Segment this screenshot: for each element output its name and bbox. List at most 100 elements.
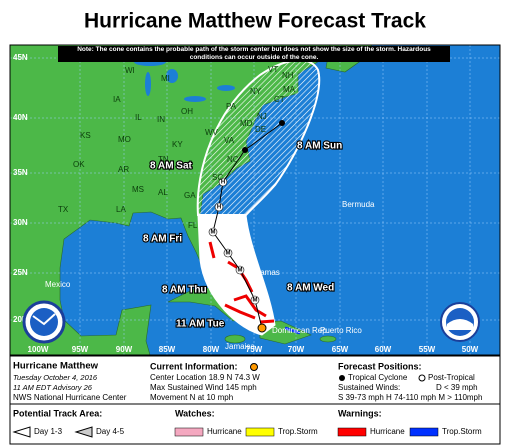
state-label: TN bbox=[158, 155, 169, 164]
current-position bbox=[257, 323, 267, 333]
track-area-heading: Potential Track Area: bbox=[13, 408, 102, 418]
forecast-label: 8 AM Fri bbox=[143, 234, 182, 245]
cone-day-4-5 bbox=[196, 59, 321, 216]
state-label: WV bbox=[205, 128, 219, 137]
forecast-heading: Forecast Positions: bbox=[338, 361, 422, 371]
place-label: Bahamas bbox=[246, 268, 280, 277]
state-label: OK bbox=[73, 160, 85, 169]
current-movement: Movement N at 10 mph bbox=[150, 393, 233, 402]
forecast-labels: 8 AM Sun 8 AM Sat 8 AM Fri 8 AM Thu 8 AM… bbox=[142, 140, 343, 331]
marker bbox=[235, 265, 245, 275]
state-labels: WI MI NY VT NH MA CT IA IL IN OH PA NJ D… bbox=[58, 65, 296, 230]
lon-label: 50W bbox=[462, 345, 479, 354]
current-icon bbox=[250, 363, 258, 371]
state-label: PA bbox=[226, 102, 237, 111]
warnings-heading: Warnings: bbox=[338, 408, 382, 418]
lat-label: 40N bbox=[13, 113, 28, 122]
marker bbox=[250, 295, 260, 305]
watches-heading: Watches: bbox=[175, 408, 215, 418]
storm-watch: Trop.Storm bbox=[278, 427, 318, 436]
current-heading: Current Information: bbox=[150, 361, 238, 371]
state-label: TX bbox=[58, 205, 69, 214]
storm-name: Hurricane Matthew bbox=[13, 361, 99, 372]
lake bbox=[184, 96, 206, 102]
state-label: IN bbox=[157, 115, 165, 124]
hurricane-warning-swatch bbox=[337, 427, 367, 437]
lon-label: 95W bbox=[72, 345, 89, 354]
state-label: WI bbox=[125, 66, 135, 75]
state-label: MO bbox=[118, 135, 131, 144]
day-1-3: Day 1-3 bbox=[34, 427, 63, 436]
place-label: Mexico bbox=[45, 280, 71, 289]
lon-label: 65W bbox=[332, 345, 349, 354]
state-label: MS bbox=[132, 185, 144, 194]
lat-label: 30N bbox=[13, 218, 28, 227]
note: Note: The cone contains the probable pat… bbox=[77, 46, 431, 61]
state-label: NY bbox=[250, 87, 262, 96]
state-label: AL bbox=[158, 188, 168, 197]
state-label: IL bbox=[135, 113, 142, 122]
tropical-cyclone-icon bbox=[339, 375, 345, 381]
hurricane-warning: Hurricane bbox=[370, 427, 405, 436]
marker-label: H bbox=[221, 180, 225, 186]
noaa-logo bbox=[22, 300, 66, 344]
day-4-5: Day 4-5 bbox=[96, 427, 125, 436]
marker bbox=[208, 227, 218, 237]
lat-label: 45N bbox=[13, 53, 28, 62]
forecast-label: 8 AM Sat bbox=[150, 161, 193, 172]
day-1-3-icon bbox=[12, 426, 31, 438]
state-label: NC bbox=[227, 155, 239, 164]
lake bbox=[166, 69, 178, 83]
state-label: DE bbox=[255, 125, 266, 134]
marker-label: M bbox=[211, 230, 216, 236]
lake bbox=[217, 85, 235, 91]
current-location: Center Location 18.9 N 74.3 W bbox=[150, 373, 260, 382]
state-label: VT bbox=[268, 65, 278, 74]
lon-label: 85W bbox=[159, 345, 176, 354]
nws-logo bbox=[440, 302, 480, 342]
storm-warning-swatch bbox=[409, 427, 439, 437]
agency: NWS National Hurricane Center bbox=[13, 393, 127, 402]
map: M M M M H H WI MI NY VT NH MA CT IA IL I… bbox=[10, 45, 500, 355]
lat-labels: 45N 40N 35N 30N 25N 20N bbox=[13, 53, 28, 324]
forecast-label: 8 AM Wed bbox=[287, 283, 334, 294]
winds-heading: Sustained Winds: bbox=[338, 383, 400, 392]
marker bbox=[218, 177, 228, 187]
marker bbox=[279, 120, 285, 126]
forecast-label: 8 AM Sun bbox=[297, 141, 342, 152]
place-label: Jamaica bbox=[225, 342, 255, 351]
place-label: Dominican Rep. bbox=[272, 326, 329, 335]
info-panel: Hurricane Matthew Tuesday October 4, 201… bbox=[9, 355, 501, 445]
map-border bbox=[9, 44, 501, 356]
post-tropical: Post-Tropical bbox=[428, 373, 475, 382]
marker-label: M bbox=[226, 251, 231, 257]
state-label: CT bbox=[274, 95, 285, 104]
title: Hurricane Matthew Forecast Track bbox=[84, 10, 426, 33]
state-label: NJ bbox=[257, 112, 267, 121]
marker bbox=[214, 202, 224, 212]
state-label: KY bbox=[172, 140, 183, 149]
lat-label: 25N bbox=[13, 268, 28, 277]
note-box bbox=[58, 46, 450, 62]
hurricane-watch-swatch bbox=[174, 427, 204, 437]
state-label: MD bbox=[240, 119, 253, 128]
wind-class: D < 39 mph bbox=[436, 383, 478, 392]
lat-label: 35N bbox=[13, 168, 28, 177]
lon-label: 90W bbox=[116, 345, 133, 354]
post-tropical-icon bbox=[418, 374, 426, 382]
lon-label: 70W bbox=[288, 345, 305, 354]
note-text: Note: The cone contains the probable pat… bbox=[77, 46, 431, 61]
place-labels: Mexico Bermuda Bahamas Jamaica Puerto Ri… bbox=[45, 200, 375, 351]
wind-classes: S 39-73 mph H 74-110 mph M > 110mph bbox=[338, 393, 482, 402]
puerto-rico bbox=[319, 335, 337, 343]
storm-warning: Trop.Storm bbox=[442, 427, 482, 436]
state-label: AR bbox=[118, 165, 129, 174]
lon-label: 100W bbox=[28, 345, 49, 354]
lat-label: 20N bbox=[13, 315, 28, 324]
lon-label: 55W bbox=[419, 345, 436, 354]
forecast-label: 11 AM Tue bbox=[176, 319, 225, 330]
state-label: OH bbox=[181, 107, 193, 116]
place-label: Bermuda bbox=[342, 200, 375, 209]
state-label: IA bbox=[113, 95, 121, 104]
